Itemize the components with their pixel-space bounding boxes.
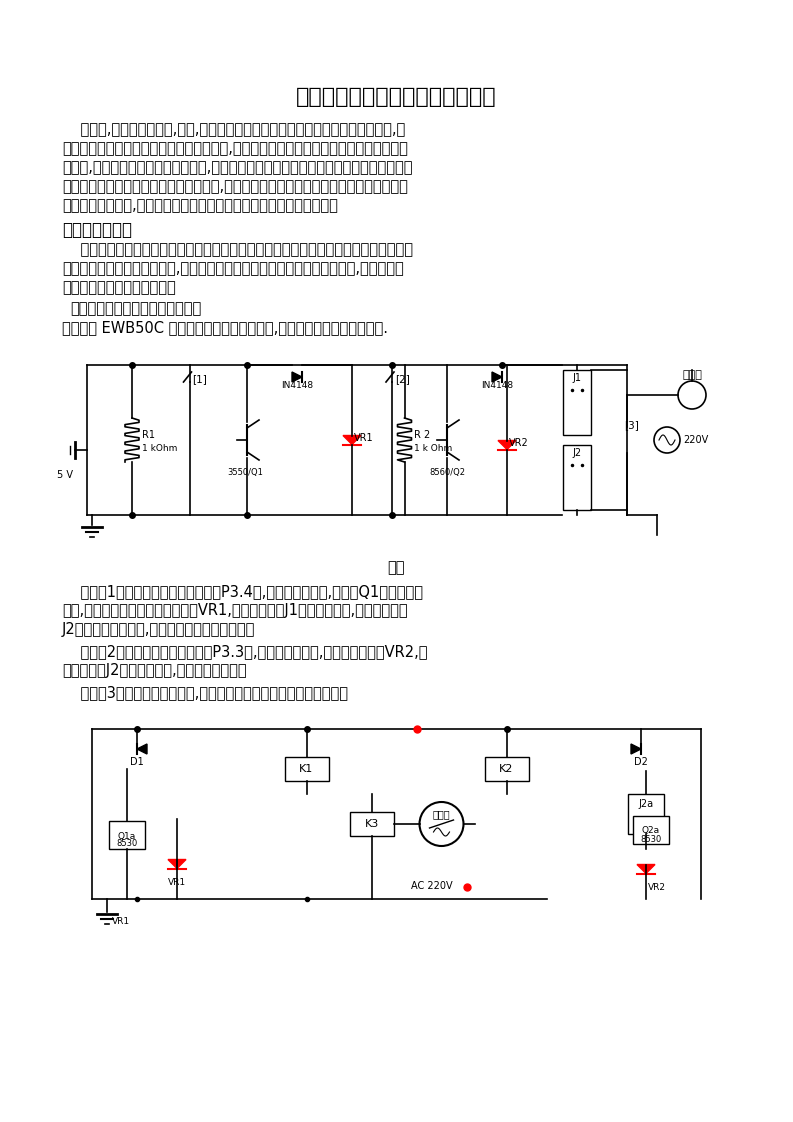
Text: 8530: 8530 [641, 835, 661, 844]
Text: 1 kOhm: 1 kOhm [142, 443, 178, 452]
Polygon shape [292, 373, 302, 381]
Bar [109, 821, 145, 849]
Text: 单片机控制电饭煲预约和智能煮饭: 单片机控制电饭煲预约和智能煮饭 [297, 88, 496, 107]
Text: 开关（2）在实际电路中接单片机P3.3口,当其为低电平时,同理触发可控硅VR2,使: 开关（2）在实际电路中接单片机P3.3口,当其为低电平时,同理触发可控硅VR2,… [62, 644, 427, 659]
Polygon shape [637, 864, 655, 874]
Polygon shape [137, 744, 147, 754]
Text: VR1: VR1 [354, 433, 374, 443]
Text: 图一是用 EWB50C 进行电路设计和仿真的结果,图二是实际继电器控制电路.: 图一是用 EWB50C 进行电路设计和仿真的结果,图二是实际继电器控制电路. [62, 320, 388, 335]
Bar [563, 370, 591, 435]
Text: AC 220V: AC 220V [411, 881, 452, 891]
Text: K2: K2 [500, 764, 514, 774]
Text: 电饭煲,在市场上很常见,不过,市场上电饭煲的预约只有几个固定的档位可供选择,而: 电饭煲,在市场上很常见,不过,市场上电饭煲的预约只有几个固定的档位可供选择,而 [62, 122, 405, 137]
Text: 图一: 图一 [388, 560, 405, 574]
Text: D2: D2 [634, 757, 648, 767]
Text: 电饭煲,只需要调节预约和煮饭的时间,电饭煲就会按预先设定的时间进行煮饭和停止煮饭。: 电饭煲,只需要调节预约和煮饭的时间,电饭煲就会按预先设定的时间进行煮饭和停止煮饭… [62, 160, 412, 175]
Circle shape [419, 802, 463, 846]
Text: [2]: [2] [395, 374, 410, 384]
Polygon shape [631, 744, 641, 754]
Text: 3550/Q1: 3550/Q1 [227, 468, 263, 477]
Bar [563, 445, 591, 511]
Text: 1 k Ohm: 1 k Ohm [415, 443, 453, 452]
Text: 且不能自由的根据需要选择煮饭时间的长短,这样给人带来不便。本文介绍的由单片控制的: 且不能自由的根据需要选择煮饭时间的长短,这样给人带来不便。本文介绍的由单片控制的 [62, 141, 408, 156]
Text: 5 V: 5 V [57, 470, 73, 480]
Text: Q1a: Q1a [118, 831, 136, 840]
Text: 机控制的预约或者煮饭时间到,则从单片机输出相应的电平去控制继电器动作,到达控制电: 机控制的预约或者煮饭时间到,则从单片机输出相应的电平去控制继电器动作,到达控制电 [62, 261, 404, 276]
Text: K1: K1 [300, 764, 313, 774]
Circle shape [654, 427, 680, 453]
Text: 为一个万年历使用,具有时钟、闹钟、月日等的显示和任意设置等功能。: 为一个万年历使用,具有时钟、闹钟、月日等的显示和任意设置等功能。 [62, 197, 338, 213]
Text: VR1: VR1 [168, 879, 186, 888]
Text: IN4148: IN4148 [481, 381, 513, 390]
Bar [485, 757, 528, 781]
Polygon shape [343, 435, 361, 444]
Text: 电饭煲: 电饭煲 [433, 809, 450, 819]
Circle shape [678, 381, 706, 410]
Text: 本设计电路可以分为两部分：单片机控制时间的部分和继电器控制电饭煲部分。当单片: 本设计电路可以分为两部分：单片机控制时间的部分和继电器控制电饭煲部分。当单片 [62, 242, 413, 257]
Text: J1: J1 [573, 373, 581, 383]
Text: [3]: [3] [624, 420, 639, 430]
Bar [633, 816, 669, 844]
Text: 开关（1）在实际电路中接单片机的P3.4口,当其为低电平时,三极管Q1工作在开关: 开关（1）在实际电路中接单片机的P3.4口,当其为低电平时,三极管Q1工作在开关 [62, 583, 423, 599]
Text: 8530: 8530 [117, 839, 138, 848]
Text: IN4148: IN4148 [281, 381, 313, 390]
Text: [1]: [1] [193, 374, 208, 384]
Text: 220V: 220V [683, 435, 708, 445]
Text: 常闭继电器J2线圈得电动作,断开电饭煲电源。: 常闭继电器J2线圈得电动作,断开电饭煲电源。 [62, 663, 247, 678]
Text: 电饭煲: 电饭煲 [682, 370, 702, 380]
Text: 饭煲煮饭和停止煮饭的目的。: 饭煲煮饭和停止煮饭的目的。 [62, 280, 176, 295]
Bar [350, 812, 393, 836]
Text: 状态,集电极输出高电平触发可控硅VR1,使常开继电器J1线圈得电闭合,与常闭继电器: 状态,集电极输出高电平触发可控硅VR1,使常开继电器J1线圈得电闭合,与常闭继电… [62, 603, 408, 618]
Text: 为许多苦于下班回家还要做饭的上班一族,大大地解决了做饭问题。并且该电饭煲还可以做: 为许多苦于下班回家还要做饭的上班一族,大大地解决了做饭问题。并且该电饭煲还可以做 [62, 180, 408, 194]
Text: 开关（3）则不用预约时使用,当其闭合就直接供给电饭煲电源煮饭。: 开关（3）则不用预约时使用,当其闭合就直接供给电饭煲电源煮饭。 [62, 686, 348, 700]
Text: J2a: J2a [638, 799, 653, 809]
Text: R1: R1 [142, 430, 155, 440]
Bar [628, 794, 664, 834]
Text: 一、电路的设计: 一、电路的设计 [62, 221, 132, 239]
Text: 8560/Q2: 8560/Q2 [429, 468, 465, 477]
Text: D1: D1 [130, 757, 144, 767]
Bar [285, 757, 328, 781]
Text: K3: K3 [364, 819, 378, 829]
Text: VR1: VR1 [112, 918, 130, 927]
Text: VR2: VR2 [648, 883, 666, 892]
Text: Q2a: Q2a [642, 826, 660, 835]
Text: J2: J2 [573, 448, 581, 458]
Polygon shape [168, 859, 186, 868]
Polygon shape [492, 373, 502, 381]
Text: （一）继电器控制电饭煲电路原理: （一）继电器控制电饭煲电路原理 [70, 301, 201, 316]
Text: VR2: VR2 [509, 438, 529, 448]
Text: R 2: R 2 [415, 430, 431, 440]
Polygon shape [498, 441, 516, 450]
Text: J2形成一个闭合回路,达到电饭煲通电煮饭目的。: J2形成一个闭合回路,达到电饭煲通电煮饭目的。 [62, 622, 255, 637]
